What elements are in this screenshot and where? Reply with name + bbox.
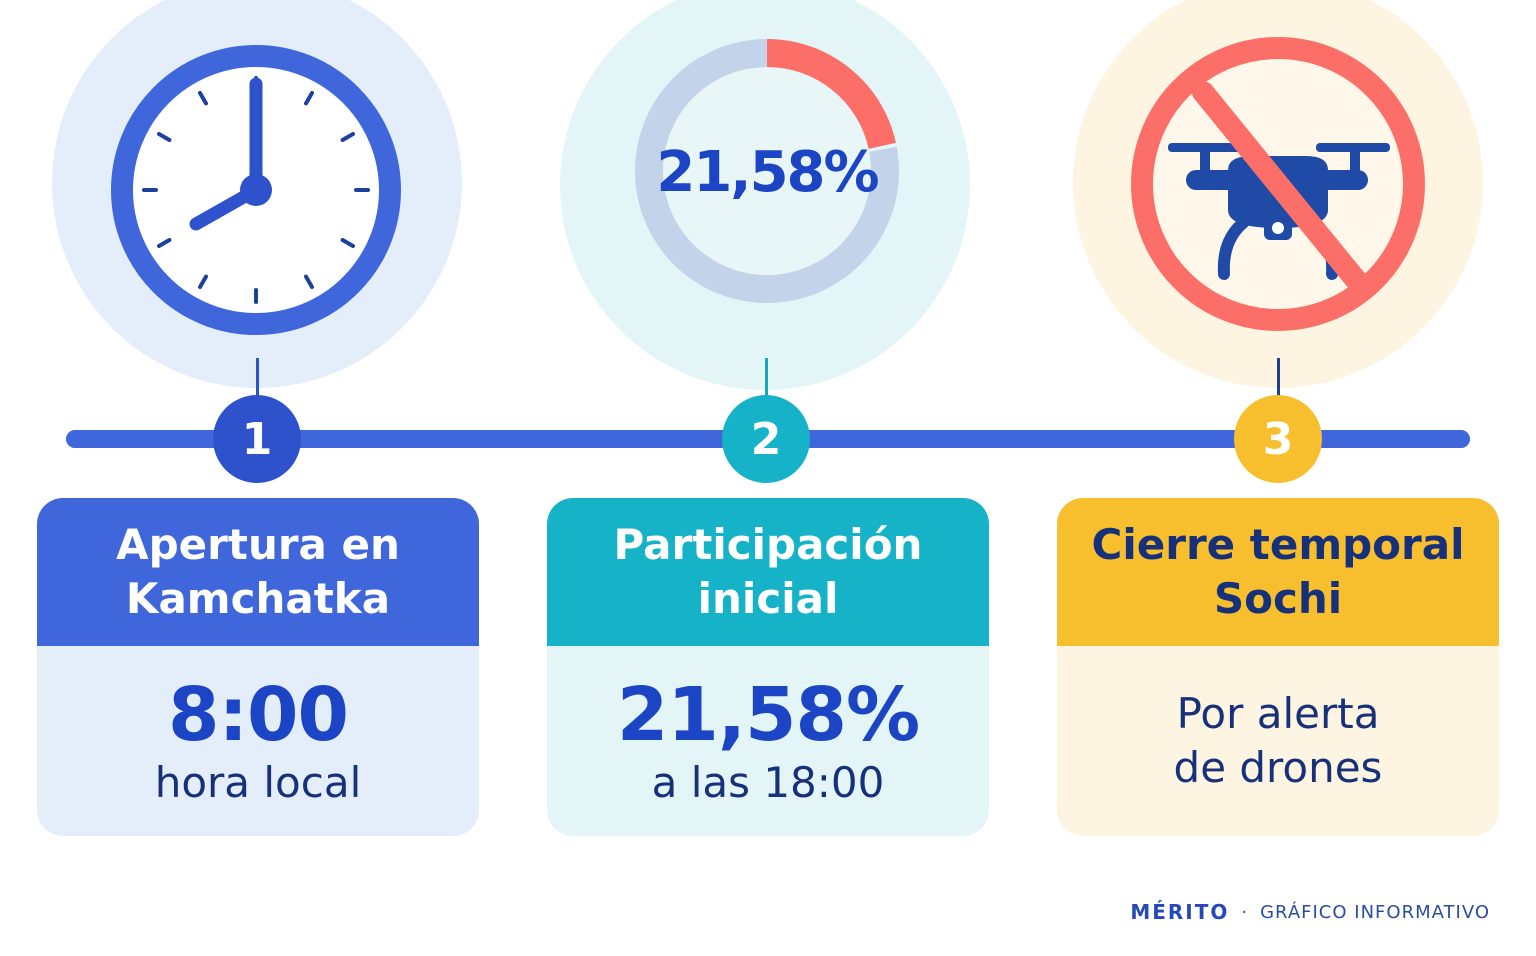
opening-time-caption: hora local [154, 758, 362, 807]
closure-reason-line-1: Por alerta [1176, 689, 1380, 738]
card-apertura-header: Apertura en Kamchatka [37, 498, 479, 646]
footer-separator: · [1241, 901, 1249, 923]
step-badge-1: 1 [213, 395, 301, 483]
footer-label: GRÁFICO INFORMATIVO [1260, 901, 1490, 923]
step-badge-2: 2 [722, 395, 810, 483]
clock-tick [157, 132, 172, 142]
footer-credit: MÉRITO · GRÁFICO INFORMATIVO [1130, 900, 1490, 924]
turnout-value: 21,58% [616, 672, 920, 758]
donut-slice [767, 39, 896, 149]
card-apertura: Apertura en Kamchatka 8:00 hora local [37, 498, 479, 836]
card-cierre: Cierre temporal Sochi Por alerta de dron… [1057, 498, 1499, 836]
clock-tick [304, 274, 314, 289]
step-badge-3: 3 [1234, 395, 1322, 483]
turnout-caption: a las 18:00 [651, 758, 885, 807]
connector-3 [1277, 358, 1280, 398]
card-cierre-title-line-1: Cierre temporal [1091, 520, 1465, 569]
card-cierre-header: Cierre temporal Sochi [1057, 498, 1499, 646]
card-participacion-title-line-2: inicial [697, 574, 839, 623]
clock-tick [198, 274, 208, 289]
card-participacion: Participación inicial 21,58% a las 18:00 [547, 498, 989, 836]
connector-2 [765, 358, 768, 398]
donut-percent-label: 21,58% [656, 140, 879, 205]
card-cierre-title-line-2: Sochi [1213, 574, 1343, 623]
opening-time-value: 8:00 [167, 672, 349, 758]
card-participacion-body: 21,58% a las 18:00 [547, 646, 989, 836]
clock-tick [340, 132, 355, 142]
footer-brand: MÉRITO [1130, 900, 1230, 924]
card-cierre-body: Por alerta de drones [1057, 646, 1499, 836]
clock-tick [304, 91, 314, 106]
clock-icon [111, 45, 401, 335]
clock-tick [198, 91, 208, 106]
no-drone-icon [1131, 37, 1425, 331]
clock-tick [157, 238, 172, 248]
clock-tick [340, 238, 355, 248]
card-apertura-title-line-1: Apertura en [116, 520, 400, 569]
closure-reason-line-2: de drones [1173, 743, 1383, 792]
donut-progress-icon [635, 39, 899, 304]
connector-1 [256, 358, 259, 398]
card-apertura-title-line-2: Kamchatka [125, 574, 391, 623]
card-apertura-body: 8:00 hora local [37, 646, 479, 836]
card-participacion-title-line-1: Participación [613, 520, 923, 569]
card-participacion-header: Participación inicial [547, 498, 989, 646]
